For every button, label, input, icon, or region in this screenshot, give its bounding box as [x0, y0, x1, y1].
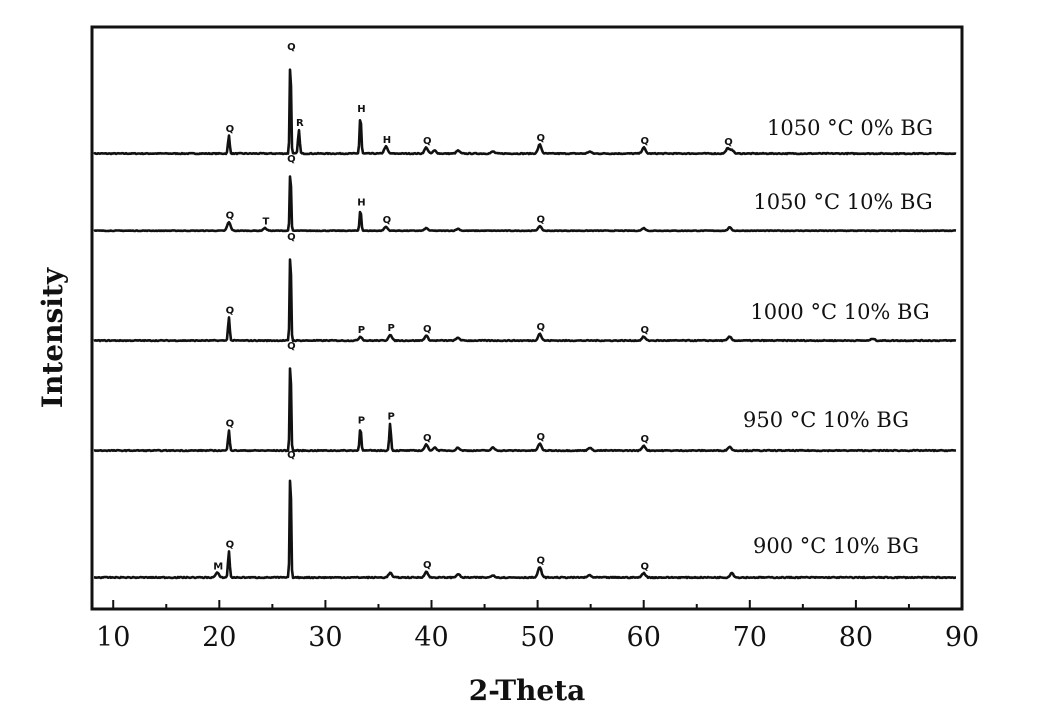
series-label: 1000 °C 10% BG — [750, 300, 929, 324]
peak-label: Q — [226, 306, 235, 317]
xrd-pattern: Q Q P P Q Q Q 950 °C 10% BG — [93, 341, 957, 453]
peak-label: Q — [536, 322, 545, 333]
peak-label: M — [213, 561, 223, 572]
peak-label: Q — [423, 560, 432, 571]
peak-label: H — [383, 135, 391, 146]
peak-label: Q — [287, 232, 296, 243]
xrd-pattern: Q Q R H H Q Q Q Q 1050 °C 0% BG — [93, 42, 957, 156]
pattern-line — [93, 68, 957, 156]
peak-label: Q — [536, 432, 545, 443]
x-tick-label: 60 — [627, 622, 661, 653]
pattern-line — [93, 175, 957, 233]
peak-label: R — [296, 118, 304, 129]
x-tick-label: 30 — [308, 622, 342, 653]
peak-label: Q — [226, 418, 235, 429]
x-tick-label: 50 — [520, 622, 554, 653]
peak-label: T — [263, 216, 270, 227]
peak-label: Q — [423, 136, 432, 147]
peak-label: Q — [640, 434, 649, 445]
xrd-pattern: Q Q P P Q Q Q 1000 °C 10% BG — [93, 232, 957, 343]
peak-label: Q — [226, 539, 235, 550]
plot-frame — [90, 25, 964, 611]
series-label: 1050 °C 10% BG — [753, 190, 932, 214]
x-tick-label: 90 — [945, 622, 979, 653]
peak-label: Q — [536, 214, 545, 225]
x-tick-label: 20 — [202, 622, 236, 653]
peak-label: Q — [536, 556, 545, 567]
peak-label: P — [358, 325, 365, 336]
peak-label: Q — [287, 154, 296, 165]
x-tick-label: 70 — [733, 622, 767, 653]
series-label: 950 °C 10% BG — [743, 408, 909, 432]
peak-label: H — [357, 198, 365, 209]
peak-label: Q — [287, 42, 296, 53]
peak-label: Q — [383, 215, 392, 226]
series-layer: Q Q R H H Q Q Q Q 1050 °C 0% BG Q T Q H Q Q 1050 °C 10% … — [93, 42, 957, 580]
x-tick-label: 40 — [414, 622, 448, 653]
peak-label: Q — [287, 450, 296, 461]
peak-label: P — [358, 415, 365, 426]
peak-label: Q — [724, 137, 733, 148]
xrd-pattern: Q T Q H Q Q 1050 °C 10% BG — [93, 154, 957, 233]
peak-label: Q — [226, 124, 235, 135]
pattern-line — [93, 367, 957, 453]
x-tick-label: 80 — [839, 622, 873, 653]
series-label: 900 °C 10% BG — [753, 534, 919, 558]
peak-label: Q — [640, 325, 649, 336]
x-axis-title: 2-Theta — [469, 674, 586, 707]
pattern-line — [93, 258, 957, 343]
peak-label: Q — [226, 211, 235, 222]
peak-label: Q — [287, 341, 296, 352]
y-axis-title: Intensity — [36, 267, 69, 408]
peak-label: Q — [423, 324, 432, 335]
peak-label: Q — [536, 133, 545, 144]
x-tick-label: 10 — [96, 622, 130, 653]
peak-label: Q — [423, 433, 432, 444]
peak-label: P — [387, 323, 394, 334]
pattern-line — [93, 479, 957, 580]
peak-label: Q — [640, 136, 649, 147]
x-axis-ticks: 10 20 30 40 50 60 70 80 90 — [96, 600, 979, 653]
peak-label: P — [387, 412, 394, 423]
peak-label: Q — [640, 561, 649, 572]
series-label: 1050 °C 0% BG — [767, 116, 933, 140]
peak-label: H — [357, 104, 365, 115]
